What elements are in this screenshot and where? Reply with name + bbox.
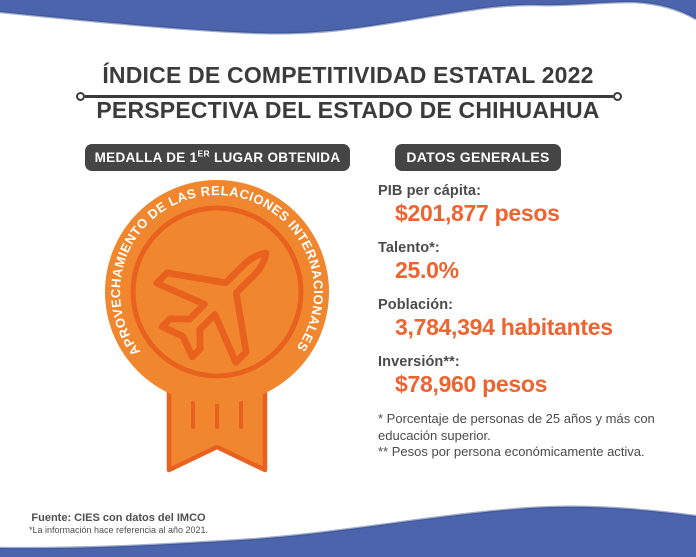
stat-value: 3,784,394 habitantes	[395, 314, 613, 340]
medal-disc	[105, 180, 329, 404]
stat-label: Talento*:	[378, 240, 440, 256]
top-wave-decoration	[0, 0, 696, 35]
stat-value: $201,877 pesos	[395, 200, 560, 226]
stat-pib: PIB per cápita: $201,877 pesos	[378, 183, 678, 227]
medal-header-text: MEDALLA DE 1	[94, 150, 198, 165]
footnote-inversion: ** Pesos por persona económicamente acti…	[378, 444, 645, 459]
page-title-line2: PERSPECTIVA DEL ESTADO DE CHIHUAHUA	[96, 97, 600, 123]
title-divider	[76, 91, 622, 101]
medal-header-superscript: ER	[197, 148, 210, 159]
medal-section-header: MEDALLA DE 1ER LUGAR OBTENIDA	[85, 144, 350, 171]
page-title-line1: ÍNDICE DE COMPETITIVIDAD ESTATAL 2022	[102, 62, 594, 88]
stat-label: Población:	[378, 297, 454, 313]
source-note: *La información hace referencia al año 2…	[28, 525, 209, 535]
footnotes: * Porcentaje de personas de 25 años y má…	[378, 411, 678, 461]
divider-end-dot-left	[76, 91, 85, 101]
stat-value: 25.0%	[395, 257, 459, 283]
divider-end-dot-right	[613, 91, 622, 101]
source-text: Fuente: CIES con datos del IMCO	[31, 512, 206, 524]
medal-header-text-rest: LUGAR OBTENIDA	[209, 150, 341, 165]
first-place-medal-badge: APROVECHAMIENTO DE LAS RELACIONES INTERN…	[105, 180, 329, 473]
bottom-wave-decoration	[0, 505, 696, 557]
stat-talento: Talento*: 25.0%	[378, 240, 678, 284]
source-footer: Fuente: CIES con datos del IMCO *La info…	[16, 512, 221, 536]
medal-inner-ring	[130, 205, 304, 379]
general-data-list: PIB per cápita: $201,877 pesos Talento*:…	[378, 183, 678, 461]
stat-label: PIB per cápita:	[378, 183, 482, 199]
datos-generales-header: DATOS GENERALES	[395, 144, 561, 171]
stat-poblacion: Población: 3,784,394 habitantes	[378, 297, 678, 341]
footnote-talento: * Porcentaje de personas de 25 años y má…	[378, 411, 655, 443]
stat-value: $78,960 pesos	[395, 371, 548, 397]
stat-label: Inversión**:	[378, 354, 460, 370]
stat-inversion: Inversión**: $78,960 pesos	[378, 354, 678, 398]
airplane-icon	[153, 249, 270, 366]
divider-line	[85, 94, 613, 98]
